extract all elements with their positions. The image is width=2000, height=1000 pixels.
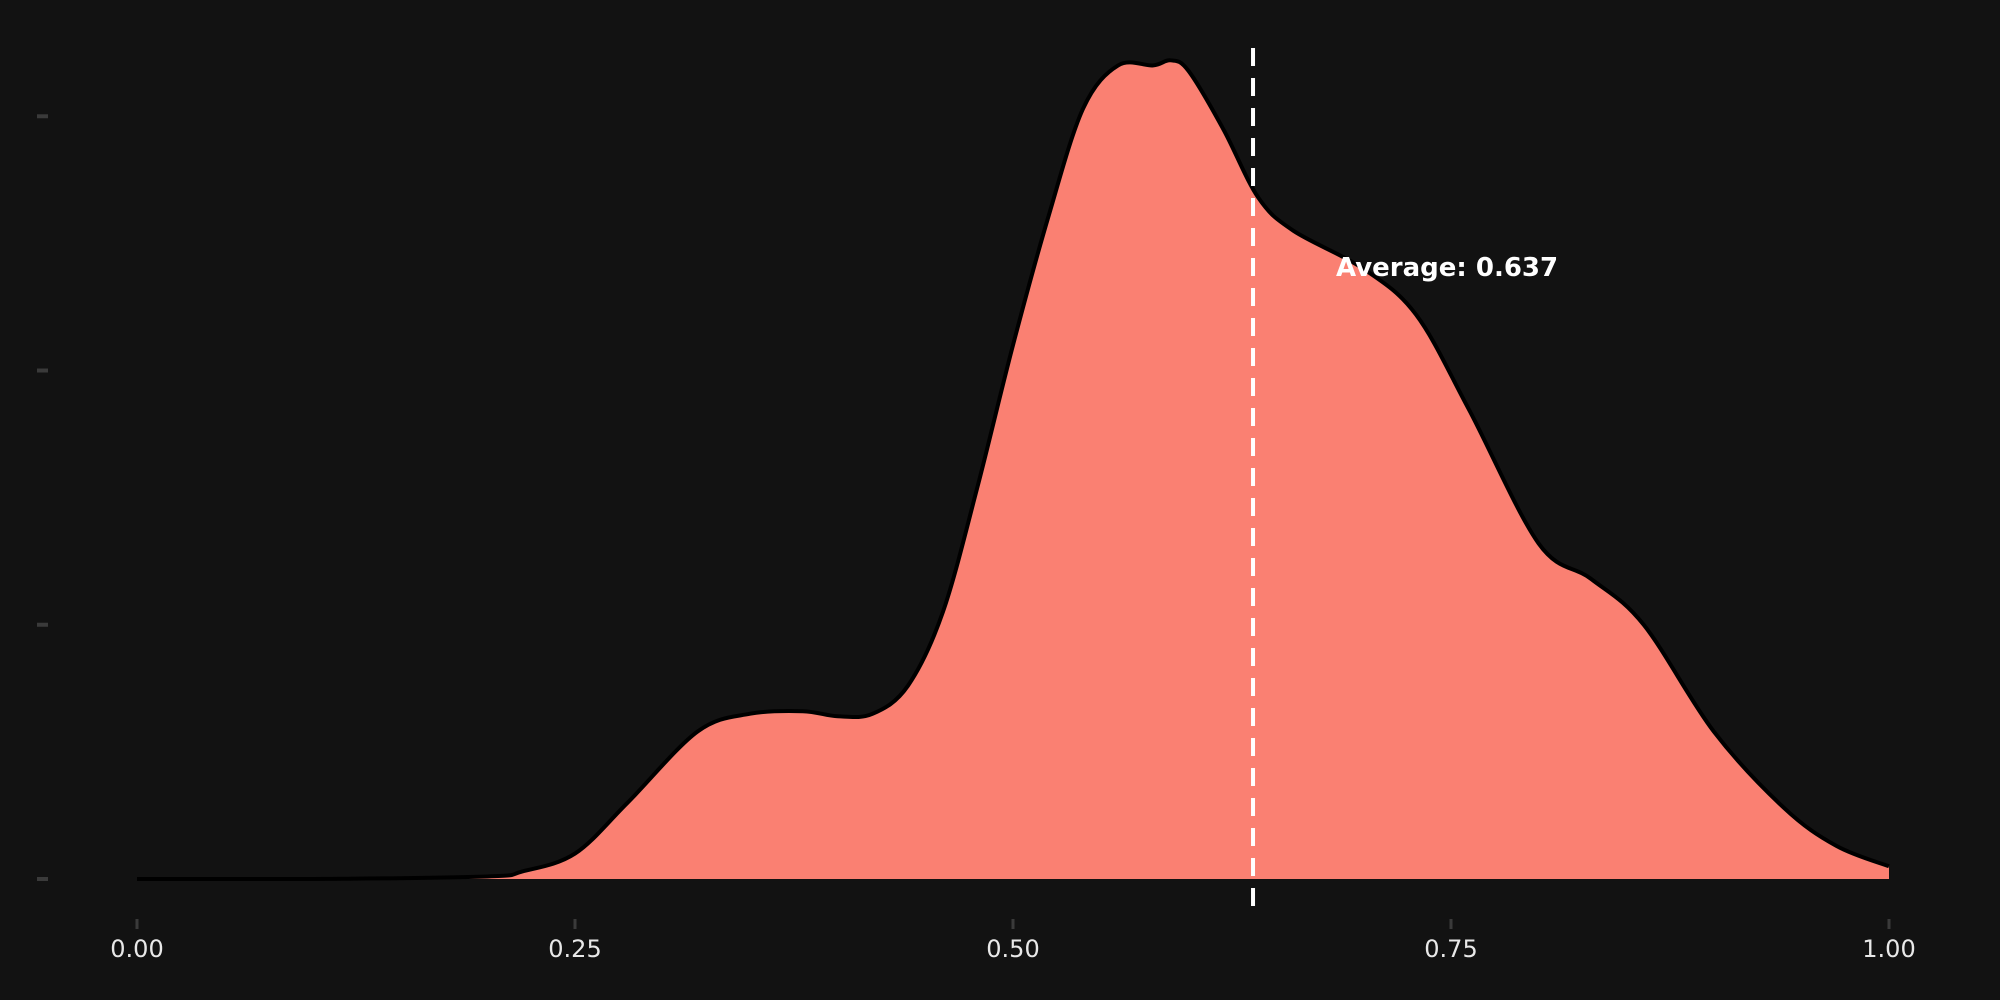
y-axis-ticks — [37, 114, 48, 881]
density-outline — [137, 58, 1890, 881]
x-tick-label: 0.75 — [1424, 935, 1477, 963]
average-annotation: Average: 0.637 — [1336, 253, 1558, 283]
density-area — [137, 60, 1889, 879]
x-tick-label: 1.00 — [1862, 935, 1915, 963]
x-tick-label: 0.00 — [110, 935, 163, 963]
x-tick-label: 0.25 — [548, 935, 601, 963]
x-axis-ticks: 0.00 0.25 0.50 0.75 1.00 — [110, 919, 1916, 963]
x-tick-label: 0.50 — [986, 935, 1039, 963]
